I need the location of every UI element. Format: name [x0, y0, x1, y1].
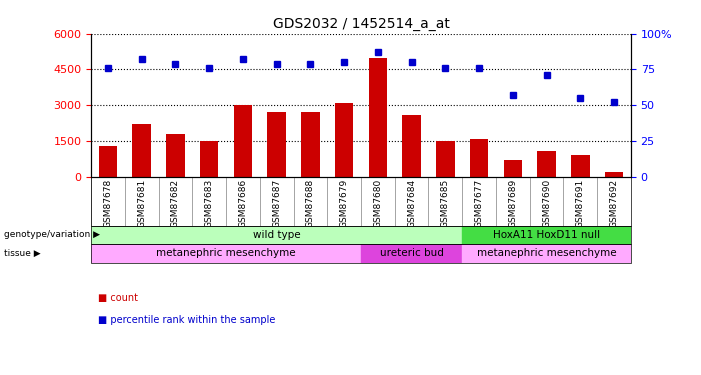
Bar — [503, 160, 522, 177]
Text: metanephric mesenchyme: metanephric mesenchyme — [477, 248, 616, 258]
Bar — [369, 58, 387, 177]
Bar — [267, 112, 286, 177]
Text: wild type: wild type — [253, 230, 301, 240]
Text: tissue ▶: tissue ▶ — [4, 249, 40, 258]
Bar — [361, 244, 462, 262]
Text: GSM87690: GSM87690 — [542, 179, 551, 228]
Bar — [200, 141, 219, 177]
Text: GSM87677: GSM87677 — [475, 179, 484, 228]
Bar — [233, 105, 252, 177]
Bar — [402, 115, 421, 177]
Bar — [462, 226, 631, 244]
Bar — [605, 172, 623, 177]
Text: GSM87684: GSM87684 — [407, 179, 416, 228]
Title: GDS2032 / 1452514_a_at: GDS2032 / 1452514_a_at — [273, 17, 449, 32]
Bar — [91, 244, 361, 262]
Text: GSM87688: GSM87688 — [306, 179, 315, 228]
Bar — [132, 124, 151, 177]
Bar — [537, 150, 556, 177]
Text: ■ count: ■ count — [98, 292, 138, 303]
Text: HoxA11 HoxD11 null: HoxA11 HoxD11 null — [493, 230, 600, 240]
Text: ■ percentile rank within the sample: ■ percentile rank within the sample — [98, 315, 275, 325]
Text: GSM87692: GSM87692 — [610, 179, 618, 228]
Bar — [571, 155, 590, 177]
Text: GSM87683: GSM87683 — [205, 179, 214, 228]
Text: GSM87682: GSM87682 — [171, 179, 180, 228]
Bar — [436, 141, 455, 177]
Bar — [166, 134, 185, 177]
Bar — [91, 226, 462, 244]
Text: metanephric mesenchyme: metanephric mesenchyme — [156, 248, 296, 258]
Bar — [99, 146, 117, 177]
Bar — [462, 244, 631, 262]
Text: GSM87678: GSM87678 — [104, 179, 112, 228]
Text: GSM87686: GSM87686 — [238, 179, 247, 228]
Text: GSM87680: GSM87680 — [374, 179, 382, 228]
Text: GSM87679: GSM87679 — [340, 179, 348, 228]
Bar — [335, 103, 353, 177]
Text: ureteric bud: ureteric bud — [380, 248, 444, 258]
Text: genotype/variation ▶: genotype/variation ▶ — [4, 230, 100, 239]
Text: GSM87687: GSM87687 — [272, 179, 281, 228]
Text: GSM87691: GSM87691 — [576, 179, 585, 228]
Text: GSM87681: GSM87681 — [137, 179, 147, 228]
Bar — [301, 112, 320, 177]
Bar — [470, 139, 489, 177]
Text: GSM87685: GSM87685 — [441, 179, 450, 228]
Text: GSM87689: GSM87689 — [508, 179, 517, 228]
